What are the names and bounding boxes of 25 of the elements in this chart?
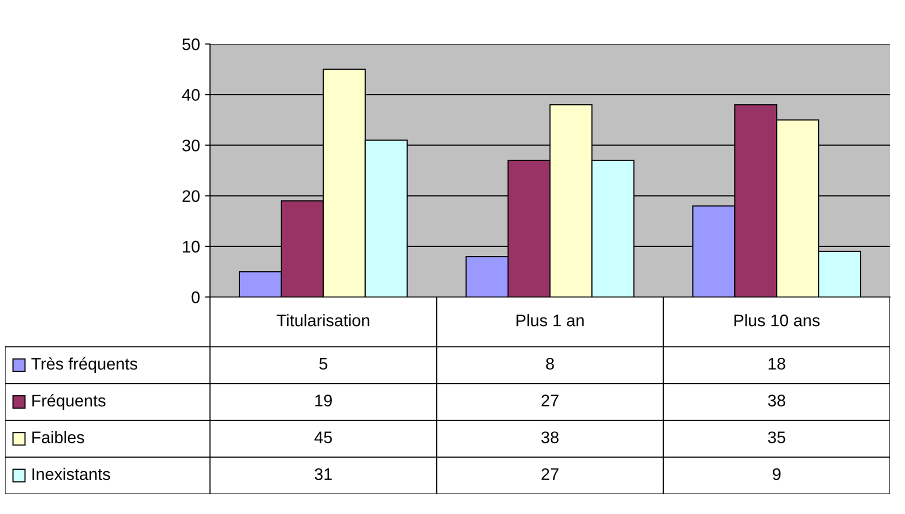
y-tick-label: 50 [182,38,200,50]
x-tick-label: Plus 10 ans [734,314,820,326]
data-label: 38 [541,431,559,444]
y-tick-label: 10 [183,240,200,253]
x-tick-label: Titularisation [276,314,370,326]
data-label: 8 [546,358,554,370]
data-label: 38 [768,394,786,406]
legend-label: Inexistants [32,468,110,480]
y-tick-label: 30 [182,140,200,152]
data-label: 31 [314,468,332,480]
y-tick-label: 20 [182,190,200,202]
data-label: 27 [542,468,558,480]
data-label: 35 [768,431,786,444]
y-tick-label: 0 [192,291,200,304]
data-label: 9 [772,468,781,480]
y-tick-label: 40 [182,89,200,101]
legend-label: Faibles [32,431,84,444]
x-tick-label: Plus 1 an [516,314,584,326]
legend-label: Fréquents [32,394,106,410]
data-label: 27 [542,394,558,406]
data-label: 5 [319,358,328,370]
data-label: 45 [314,432,332,444]
legend-label: Très fréquents [31,357,138,374]
data-label: 19 [315,394,332,406]
data-label: 18 [768,358,786,370]
